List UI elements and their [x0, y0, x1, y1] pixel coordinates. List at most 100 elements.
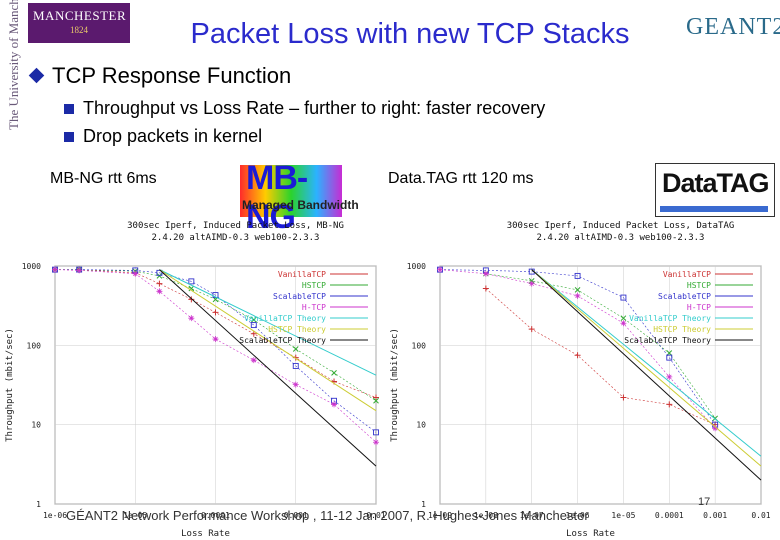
page-title: Packet Loss with new TCP Stacks: [190, 18, 630, 50]
legend-label: VanillaTCP Theory: [629, 314, 711, 323]
square-bullet-icon: [64, 104, 74, 114]
chart-title: 300sec Iperf, Induced Packet Loss, MB-NG: [127, 221, 344, 231]
data-point-scalabletcp: [292, 362, 299, 369]
data-point-hstcp: [574, 287, 581, 293]
data-point-scalabletcp: [156, 269, 163, 276]
data-point-scalabletcp: [250, 322, 257, 329]
mbng-logo: MB-NG Managed Bandwidth: [240, 159, 359, 236]
data-point-h-tcp: [528, 280, 535, 287]
datatag-logo: DataTAG: [655, 163, 775, 217]
sub-bullet-2: Drop packets in kernel: [64, 126, 262, 147]
legend-label: HSTCP: [687, 281, 711, 290]
legend-label: VanillaTCP: [278, 270, 326, 279]
x-tick-label: 1e-08: [474, 511, 498, 520]
data-point-h-tcp: [250, 357, 257, 364]
data-point-h-tcp: [156, 288, 163, 295]
bullet-main-text: TCP Response Function: [52, 63, 292, 88]
university-vertical-text: The University of Manchester: [6, 0, 21, 130]
data-point-h-tcp: [712, 425, 719, 432]
square-bullet-icon: [64, 132, 74, 142]
x-tick-label: 1e-05: [611, 511, 635, 520]
legend-label: ScalableTCP: [658, 292, 711, 301]
series-line-hstcp: [55, 269, 377, 402]
legend-label: HSTCP Theory: [268, 325, 326, 334]
chart-subtitle: 2.4.20 altAIMD-0.3 web100-2.3.3: [537, 233, 705, 243]
data-point-h-tcp: [482, 270, 489, 277]
legend-label: VanillaTCP Theory: [244, 314, 326, 323]
series-line-vanillatcp-theory: [531, 269, 762, 457]
university-vertical-label: The University of Manchester: [0, 0, 28, 130]
x-tick-label: 1e-07: [520, 511, 544, 520]
data-point-h-tcp: [373, 439, 379, 446]
data-point-vanillatcp: [373, 394, 379, 401]
series-line-hstcp-theory: [159, 269, 377, 412]
x-tick-label: 0.001: [284, 511, 308, 520]
data-point-vanillatcp: [528, 326, 535, 333]
data-point-vanillatcp: [212, 309, 219, 316]
data-point-h-tcp: [331, 401, 338, 408]
legend-label: ScalableTCP: [273, 292, 326, 301]
series-line-scalabletcp-theory: [531, 269, 762, 481]
series-line-scalabletcp-theory: [159, 269, 377, 467]
datatag-caption: Data.TAG rtt 120 ms: [388, 170, 534, 187]
data-point-scalabletcp: [188, 278, 195, 285]
legend-label: H-TCP: [687, 303, 711, 312]
y-tick-label: 1: [36, 500, 41, 509]
data-point-h-tcp: [292, 381, 299, 388]
y-tick-label: 1000: [22, 262, 41, 271]
geant2-logo: GEANT2: [686, 14, 780, 40]
data-point-vanillatcp: [156, 280, 163, 287]
series-line-vanillatcp: [55, 269, 377, 398]
x-tick-label: 0.001: [703, 511, 727, 520]
data-point-hstcp: [373, 397, 379, 404]
x-tick-label: 0.0001: [201, 511, 230, 520]
legend-label: H-TCP: [302, 303, 326, 312]
chart-title: 300sec Iperf, Induced Packet Loss, DataT…: [507, 221, 735, 231]
bullet-main: TCP Response Function: [28, 63, 291, 89]
mbng-loss-chart: 300sec Iperf, Induced Packet Loss, MB-NG…: [5, 221, 386, 539]
datatag-logo-text: DataTAG: [662, 168, 770, 198]
series-line-vanillatcp-theory: [159, 269, 377, 376]
data-point-h-tcp: [132, 270, 139, 277]
data-point-scalabletcp: [212, 292, 219, 299]
manchester-logo-year: 1824: [70, 25, 88, 35]
series-line-vanillatcp: [485, 288, 716, 425]
data-point-vanillatcp: [250, 330, 257, 337]
data-point-h-tcp: [620, 320, 627, 327]
data-point-hstcp: [250, 316, 257, 323]
data-point-hstcp: [620, 315, 627, 322]
series-line-hstcp: [485, 273, 716, 419]
y-axis-label: Throughput (mbit/sec): [390, 328, 400, 442]
mbng-caption: MB-NG rtt 6ms: [50, 170, 157, 187]
datatag-logo-bar: [660, 206, 768, 212]
y-tick-label: 100: [412, 341, 427, 350]
mbng-logo-text: MB-NG: [246, 159, 308, 236]
data-point-h-tcp: [52, 266, 58, 273]
x-axis-label: Loss Rate: [566, 529, 615, 539]
x-tick-label: 0.0001: [655, 511, 684, 520]
plot-frame: [439, 265, 762, 505]
manchester-logo-text: MANCHESTER: [33, 8, 127, 23]
sub-bullet-1-text: Throughput vs Loss Rate – further to rig…: [83, 98, 546, 118]
diamond-bullet-icon: [28, 67, 45, 84]
data-point-hstcp: [292, 346, 299, 352]
data-point-scalabletcp: [373, 429, 379, 436]
data-point-hstcp: [156, 273, 163, 279]
data-point-h-tcp: [574, 292, 581, 299]
footer-text: GÉANT2 Network Performance Workshop , 11…: [66, 508, 589, 523]
mbng-logo-subtext: Managed Bandwidth: [242, 198, 359, 212]
data-point-hstcp: [331, 369, 337, 376]
data-point-h-tcp: [437, 266, 443, 273]
x-axis-label: Loss Rate: [181, 529, 230, 539]
chart-subtitle: 2.4.20 altAIMD-0.3 web100-2.3.3: [152, 233, 320, 243]
data-point-h-tcp: [666, 373, 673, 380]
data-point-h-tcp: [188, 315, 195, 322]
data-point-vanillatcp: [188, 296, 195, 303]
data-point-h-tcp: [76, 267, 83, 274]
x-tick-label: 0.01: [366, 511, 385, 520]
manchester-logo: MANCHESTER 1824: [28, 3, 130, 43]
data-point-vanillatcp: [574, 352, 581, 359]
legend-label: VanillaTCP: [663, 270, 711, 279]
data-point-hstcp: [188, 285, 195, 292]
data-point-scalabletcp: [666, 354, 673, 361]
